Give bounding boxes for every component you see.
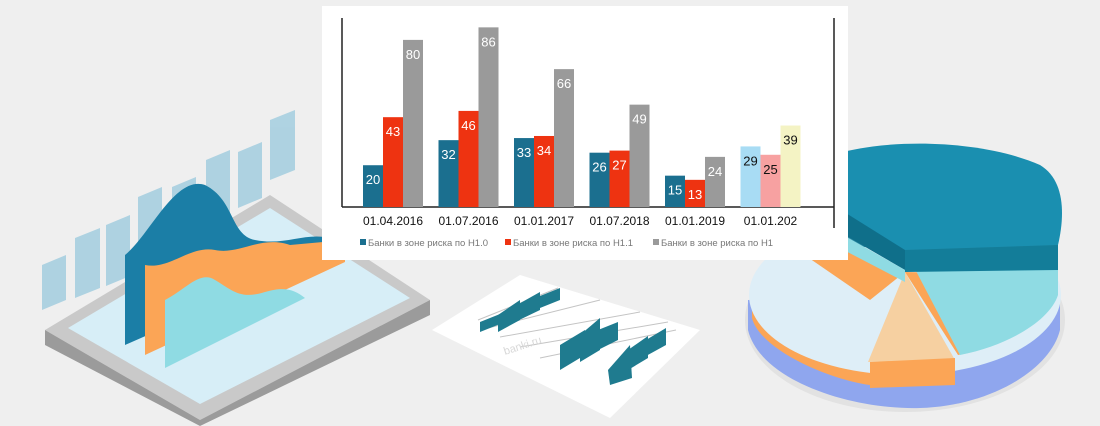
- data-label-3-4: 49: [632, 112, 646, 127]
- bar-1-4: [589, 152, 610, 207]
- pie-chart-icon: [745, 143, 1065, 412]
- data-label-2-1: 43: [386, 124, 400, 139]
- data-label-1-2: 32: [441, 147, 455, 162]
- data-label-1-4: 26: [592, 160, 606, 175]
- data-label-3-1: 80: [406, 47, 420, 62]
- data-label-3-6: 39: [783, 133, 797, 148]
- x-tick-label-2: 01.07.2016: [438, 214, 498, 228]
- bar-3-5: [705, 156, 725, 207]
- data-label-2-2: 46: [461, 118, 475, 133]
- bar-3-3: [554, 69, 574, 207]
- data-label-2-3: 34: [537, 143, 551, 158]
- bar-1-3: [514, 138, 534, 207]
- x-tick-label-3: 01.01.2017: [514, 214, 574, 228]
- legend-label-3: Банки в зоне риска по Н1: [661, 238, 773, 249]
- data-label-1-5: 15: [668, 183, 682, 198]
- bar-3-6: [780, 125, 801, 207]
- data-label-1-6: 29: [743, 153, 757, 168]
- data-label-2-6: 25: [763, 162, 777, 177]
- bar-2-6: [760, 154, 781, 207]
- bar-1-1: [363, 165, 383, 207]
- bar-chart: 20 43 80 01.04.2016 32 46 86 01.07.2016 33 34 66 01…: [341, 18, 835, 249]
- bar-1-2: [438, 140, 459, 207]
- bar-2-2: [458, 110, 479, 207]
- legend-swatch-1: [360, 239, 366, 245]
- data-label-2-4: 27: [612, 158, 626, 173]
- bar-3-4: [629, 104, 650, 207]
- bar-2-3: [534, 135, 554, 207]
- x-tick-label-6: 01.01.202: [744, 214, 798, 228]
- x-tick-label-4: 01.07.2018: [589, 214, 649, 228]
- x-tick-label-1: 01.04.2016: [363, 214, 423, 228]
- bar-3-2: [478, 27, 499, 207]
- x-tick-label-5: 01.01.2019: [665, 214, 725, 228]
- bar-1-6: [740, 146, 761, 207]
- legend-swatch-2: [505, 239, 511, 245]
- data-label-1-1: 20: [366, 172, 380, 187]
- data-label-2-5: 13: [688, 187, 702, 202]
- legend-label-2: Банки в зоне риска по Н1.1: [513, 238, 633, 249]
- bar-3-1: [403, 39, 423, 208]
- bar-chart-paper-icon: banki.ru: [432, 275, 700, 418]
- bar-2-5: [685, 179, 705, 207]
- data-label-3-3: 66: [557, 76, 571, 91]
- bar-1-5: [665, 175, 685, 207]
- legend-swatch-3: [653, 239, 659, 245]
- data-label-3-2: 86: [481, 34, 495, 49]
- data-label-3-5: 24: [708, 164, 722, 179]
- data-label-1-3: 33: [517, 145, 531, 160]
- chart-card: 20 43 80 01.04.2016 32 46 86 01.07.2016 33 34 66 01…: [322, 6, 848, 260]
- bar-2-4: [609, 150, 630, 207]
- bar-2-1: [383, 117, 403, 207]
- legend-label-1: Банки в зоне риска по Н1.0: [368, 238, 488, 249]
